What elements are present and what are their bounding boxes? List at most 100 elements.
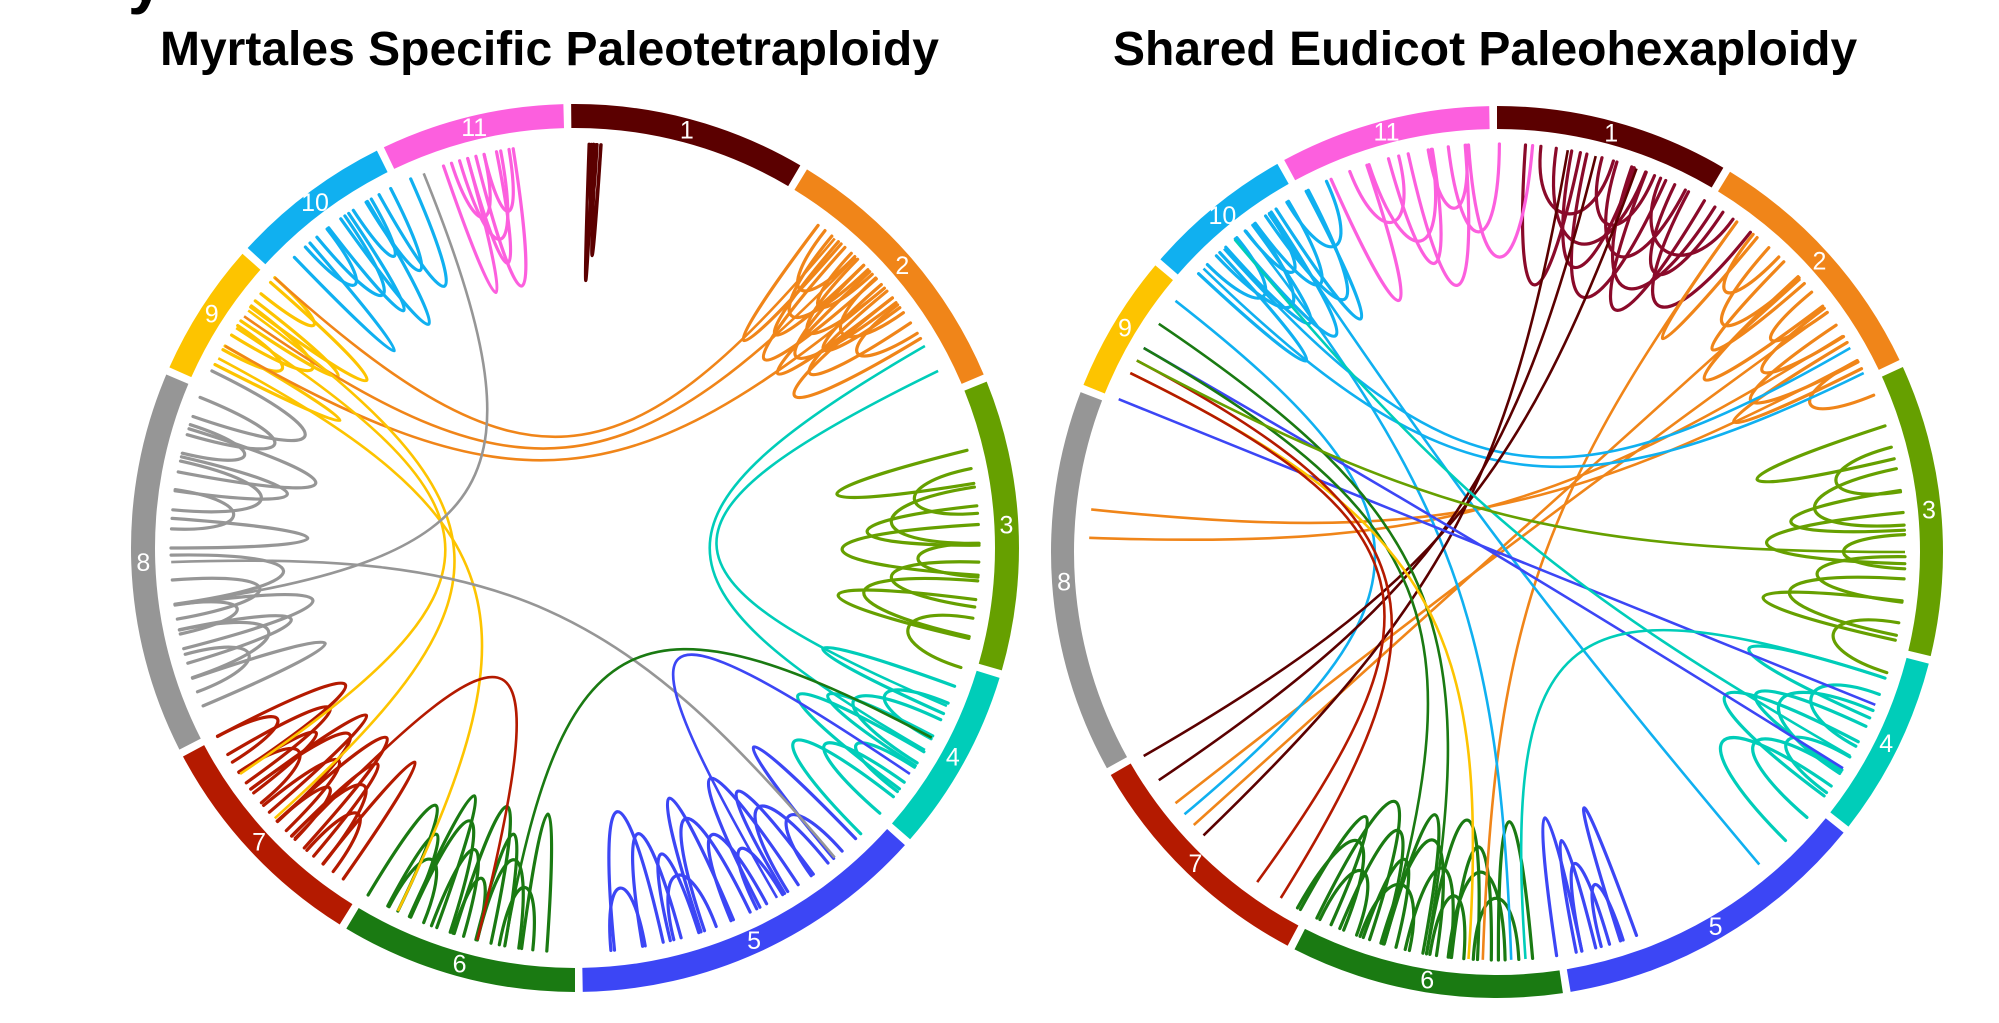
syntenic-chord bbox=[247, 309, 456, 820]
circos-left: 1 2 3 4 5 6 7 8 9 10 11 bbox=[130, 104, 1019, 992]
syntenic-link bbox=[321, 760, 417, 881]
syntenic-link bbox=[1649, 176, 1735, 257]
intra-links bbox=[169, 142, 981, 953]
syntenic-chord bbox=[1143, 346, 1430, 945]
syntenic-link bbox=[590, 143, 603, 258]
syntenic-chord bbox=[1202, 149, 1570, 837]
syntenic-link bbox=[840, 522, 980, 577]
syntenic-chord bbox=[1143, 346, 1844, 770]
chromosome-segment-11 bbox=[383, 104, 565, 169]
syntenic-link bbox=[1428, 894, 1467, 961]
syntenic-chord bbox=[1233, 238, 1851, 758]
syntenic-link bbox=[1551, 146, 1648, 246]
syntenic-link bbox=[822, 741, 906, 815]
syntenic-link bbox=[429, 848, 480, 938]
syntenic-link bbox=[1471, 896, 1521, 961]
syntenic-chord bbox=[1244, 229, 1513, 960]
chromosome-segment-10 bbox=[1160, 163, 1289, 275]
syntenic-link bbox=[1761, 590, 1904, 642]
syntenic-link bbox=[1651, 190, 1752, 309]
chromosome-label-5: 5 bbox=[1709, 913, 1723, 941]
syntenic-link bbox=[170, 576, 262, 621]
syntenic-chord bbox=[235, 326, 447, 775]
syntenic-chord bbox=[715, 369, 948, 708]
syntenic-chord bbox=[503, 647, 933, 947]
syntenic-link bbox=[1285, 179, 1343, 249]
chromosome-label-9: 9 bbox=[205, 300, 219, 328]
syntenic-link bbox=[865, 504, 981, 547]
syntenic-chord bbox=[1129, 371, 1386, 883]
syntenic-link bbox=[1538, 144, 1615, 216]
syntenic-link bbox=[630, 832, 683, 948]
syntenic-link bbox=[339, 199, 432, 326]
syntenic-link bbox=[775, 270, 894, 376]
chromosome-label-11: 11 bbox=[1374, 118, 1400, 146]
syntenic-link bbox=[173, 455, 289, 501]
syntenic-link bbox=[292, 241, 396, 353]
chromosome-label-1: 1 bbox=[680, 117, 694, 145]
syntenic-link bbox=[1702, 275, 1825, 382]
syntenic-link bbox=[838, 276, 905, 339]
chromosome-label-11: 11 bbox=[461, 114, 487, 142]
syntenic-link bbox=[351, 197, 397, 258]
chromosome-segment-10 bbox=[247, 150, 388, 265]
syntenic-link bbox=[607, 810, 665, 952]
syntenic-link bbox=[1406, 143, 1471, 287]
chromosome-segment-6 bbox=[1294, 928, 1563, 999]
chromosome-label-7: 7 bbox=[1189, 850, 1203, 878]
syntenic-link bbox=[191, 640, 327, 708]
syntenic-link bbox=[180, 423, 247, 462]
syntenic-link bbox=[1361, 857, 1411, 949]
chromosome-segment-5 bbox=[1566, 818, 1844, 992]
syntenic-link bbox=[1541, 816, 1584, 958]
syntenic-link bbox=[912, 467, 980, 516]
syntenic-chord bbox=[1158, 322, 1450, 955]
syntenic-link bbox=[916, 541, 981, 579]
syntenic-link bbox=[1329, 163, 1403, 303]
syntenic-chord bbox=[224, 287, 886, 462]
syntenic-chord bbox=[1519, 628, 1886, 960]
syntenic-link bbox=[1594, 156, 1657, 227]
chromosome-label-10: 10 bbox=[1208, 202, 1236, 230]
syntenic-link bbox=[482, 147, 515, 213]
syntenic-link bbox=[1722, 232, 1781, 295]
panel-title-left: Myrtales Specific Paleotetraploidy bbox=[160, 23, 939, 76]
syntenic-link bbox=[665, 796, 735, 934]
syntenic-link bbox=[1608, 170, 1706, 312]
syntenic-chord bbox=[1267, 213, 1761, 866]
chromosome-segment-2 bbox=[794, 169, 984, 384]
syntenic-link bbox=[1295, 838, 1366, 932]
syntenic-link bbox=[807, 289, 913, 377]
syntenic-link bbox=[169, 516, 310, 550]
chromosome-label-4: 4 bbox=[946, 743, 960, 771]
syntenic-link bbox=[191, 369, 307, 443]
syntenic-link bbox=[1809, 683, 1881, 748]
syntenic-chord bbox=[1202, 267, 1865, 469]
chromosome-segment-6 bbox=[346, 908, 575, 992]
chromosome-ring: 1 2 3 4 5 6 7 8 9 10 11 bbox=[1051, 106, 1943, 999]
syntenic-chord bbox=[1223, 247, 1851, 459]
syntenic-link bbox=[1558, 838, 1598, 954]
syntenic-link bbox=[386, 832, 440, 919]
chromosome-segment-9 bbox=[169, 253, 261, 378]
chromosome-segment-4 bbox=[891, 670, 1000, 840]
syntenic-link bbox=[1776, 690, 1875, 775]
chromosome-ring: 1 2 3 4 5 6 7 8 9 10 11 bbox=[130, 104, 1019, 992]
syntenic-link bbox=[1789, 488, 1906, 534]
syntenic-link bbox=[173, 600, 239, 636]
chromosome-label-9: 9 bbox=[1118, 315, 1132, 343]
syntenic-link bbox=[889, 485, 981, 545]
syntenic-link bbox=[761, 245, 878, 362]
chromosome-segment-2 bbox=[1718, 171, 1900, 370]
syntenic-link bbox=[1831, 618, 1901, 675]
syntenic-link bbox=[1710, 260, 1806, 352]
syntenic-chord bbox=[243, 256, 857, 450]
syntenic-link bbox=[275, 735, 389, 850]
chromosome-segment-7 bbox=[1110, 763, 1299, 946]
syntenic-link bbox=[1274, 189, 1364, 321]
syntenic-link bbox=[377, 177, 448, 288]
syntenic-link bbox=[221, 324, 285, 373]
chromosome-label-8: 8 bbox=[1057, 568, 1071, 596]
chromosome-segment-9 bbox=[1083, 265, 1173, 394]
syntenic-link bbox=[1298, 815, 1369, 927]
